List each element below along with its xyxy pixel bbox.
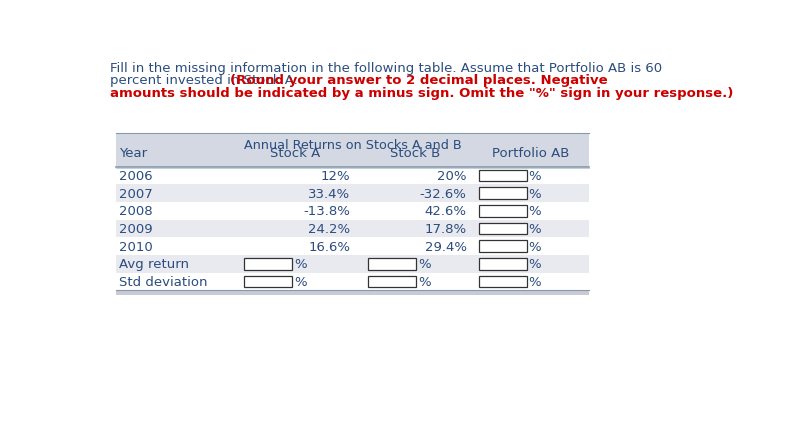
Text: %: % [529, 205, 541, 218]
Bar [479, 259, 527, 270]
Text: %: % [529, 187, 541, 200]
Text: Portfolio AB: Portfolio AB [492, 147, 570, 159]
Text: -13.8%: -13.8% [303, 205, 350, 218]
Text: 20%: 20% [437, 170, 466, 182]
Bar [479, 223, 527, 235]
Bar [116, 185, 589, 202]
Text: 16.6%: 16.6% [308, 240, 350, 253]
Bar [479, 170, 527, 182]
Text: %: % [529, 258, 541, 271]
Text: %: % [529, 276, 541, 288]
Text: Stock A: Stock A [270, 147, 320, 159]
Text: 2007: 2007 [119, 187, 153, 200]
Text: %: % [529, 170, 541, 182]
Text: Avg return: Avg return [119, 258, 190, 271]
Text: Fill in the missing information in the following table. Assume that Portfolio AB: Fill in the missing information in the f… [111, 62, 663, 75]
Text: (Round your answer to 2 decimal places. Negative: (Round your answer to 2 decimal places. … [230, 74, 608, 87]
Bar [479, 241, 527, 252]
Bar [116, 238, 589, 256]
Text: Stock B: Stock B [390, 147, 440, 159]
Bar [245, 259, 292, 270]
Text: -32.6%: -32.6% [420, 187, 466, 200]
Text: %: % [294, 276, 307, 288]
Text: 2009: 2009 [119, 222, 153, 236]
Bar [116, 202, 589, 220]
Bar [479, 205, 527, 217]
Text: amounts should be indicated by a minus sign. Omit the "%" sign in your response.: amounts should be indicated by a minus s… [111, 86, 734, 99]
Text: Annual Returns on Stocks A and B: Annual Returns on Stocks A and B [244, 139, 462, 152]
Bar [479, 188, 527, 199]
Bar [479, 276, 527, 288]
Text: Std deviation: Std deviation [119, 276, 208, 288]
Bar [368, 276, 416, 288]
Bar [116, 220, 589, 238]
Text: 2006: 2006 [119, 170, 153, 182]
Text: 33.4%: 33.4% [308, 187, 350, 200]
Text: 42.6%: 42.6% [424, 205, 466, 218]
Text: %: % [418, 276, 430, 288]
Text: 2010: 2010 [119, 240, 153, 253]
Text: %: % [294, 258, 307, 271]
Text: 24.2%: 24.2% [308, 222, 350, 236]
Text: %: % [529, 222, 541, 236]
Text: 17.8%: 17.8% [424, 222, 466, 236]
Bar [116, 291, 589, 295]
Bar [116, 167, 589, 185]
Bar [116, 256, 589, 273]
Text: Year: Year [119, 147, 148, 159]
Bar [368, 259, 416, 270]
Text: %: % [529, 240, 541, 253]
Text: 12%: 12% [321, 170, 350, 182]
Text: percent invested in Stock A.: percent invested in Stock A. [111, 74, 302, 87]
Bar [116, 273, 589, 291]
Text: %: % [418, 258, 430, 271]
Text: 2008: 2008 [119, 205, 153, 218]
Bar [116, 133, 589, 167]
Text: 29.4%: 29.4% [424, 240, 466, 253]
Bar [245, 276, 292, 288]
